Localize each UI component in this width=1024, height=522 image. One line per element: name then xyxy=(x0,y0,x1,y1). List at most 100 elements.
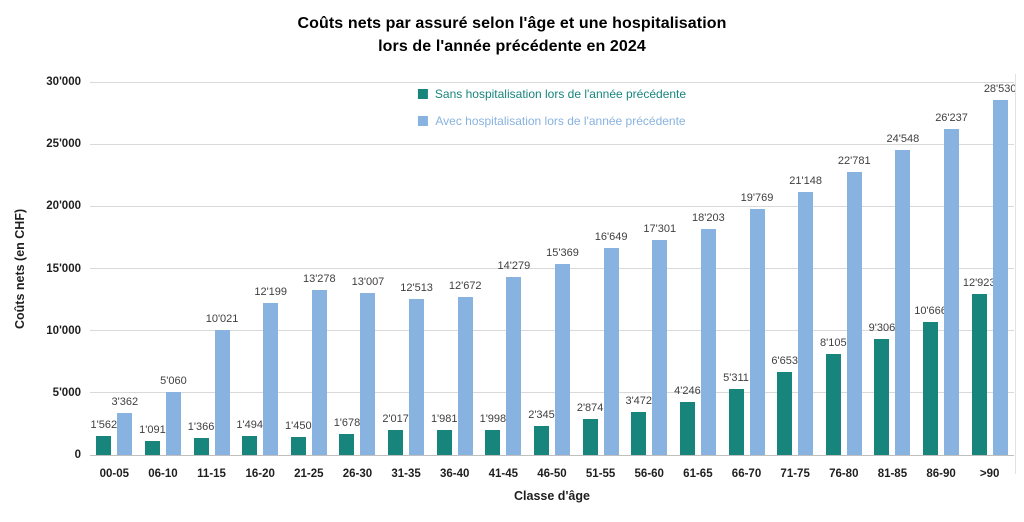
bar-value-label: 1'678 xyxy=(333,417,361,430)
bar-group: 2'345 15'369 46-50 xyxy=(528,82,579,480)
y-axis-tick-label: 10'000 xyxy=(46,324,81,337)
bar-value-label: 5'311 xyxy=(723,371,749,384)
x-axis-tick-label: 41-45 xyxy=(488,468,519,480)
bar-value-label: 22'781 xyxy=(837,154,871,167)
gridline xyxy=(90,143,1014,145)
bar-value-label: 1'494 xyxy=(236,419,263,432)
bar-avec xyxy=(360,293,376,455)
x-axis-tick-label: 00-05 xyxy=(99,468,130,480)
bar-sans xyxy=(923,322,939,455)
bar-group: 4'246 18'203 61-65 xyxy=(674,82,725,480)
bar-value-label: 1'562 xyxy=(90,418,118,431)
bar-value-label: 12'672 xyxy=(448,280,482,293)
bar-group: 8'105 22'781 76-80 xyxy=(819,82,871,480)
bar-value-label: 21'148 xyxy=(789,175,822,188)
bar-value-label: 28'530 xyxy=(983,83,1017,96)
bar-group: 1'981 12'672 36-40 xyxy=(430,82,482,480)
x-axis-tick-label: 46-50 xyxy=(537,468,567,480)
bar-group: 10'666 26'237 86-90 xyxy=(914,82,968,480)
x-axis-tick-label: 81-85 xyxy=(877,468,908,480)
x-axis-tick-label: 71-75 xyxy=(780,468,810,480)
bar-value-label: 9'306 xyxy=(868,322,896,335)
x-axis-tick-label: 36-40 xyxy=(440,468,470,480)
y-axis-tick-label: 25'000 xyxy=(46,138,81,151)
legend-label-sans: Sans hospitalisation lors de l'année pré… xyxy=(434,87,687,101)
bar-avec xyxy=(749,209,765,455)
bar-value-label: 12'513 xyxy=(400,282,433,295)
legend-swatch-sans-icon xyxy=(417,89,428,99)
bar-avec xyxy=(700,228,716,455)
bar-value-label: 10'021 xyxy=(205,313,239,326)
legend-item-sans: Sans hospitalisation lors de l'année pré… xyxy=(417,87,687,101)
bar-sans xyxy=(533,425,549,455)
x-axis-tick-label: 16-20 xyxy=(245,468,275,480)
bar-group: 1'562 3'362 00-05 xyxy=(90,82,139,480)
bar-avec xyxy=(895,149,911,455)
bar-sans xyxy=(582,419,598,455)
y-axis-tick-label: 30'000 xyxy=(46,76,81,88)
bar-avec xyxy=(214,330,230,455)
bar-value-label: 1'998 xyxy=(479,413,507,426)
bar-value-label: 4'246 xyxy=(674,385,701,398)
bar-avec xyxy=(944,128,960,455)
bar-avec xyxy=(263,303,279,455)
y-axis-tick-label: 0 xyxy=(74,449,81,461)
bar-sans xyxy=(339,434,355,455)
bar-sans xyxy=(971,294,987,455)
bar-group: 1'494 12'199 16-20 xyxy=(236,82,287,480)
x-axis-tick-label: 51-55 xyxy=(585,468,616,480)
bar-group: 12'923 28'530 >90 xyxy=(963,82,1017,480)
bar-value-label: 15'369 xyxy=(546,246,579,259)
bar-group: 6'653 21'148 71-75 xyxy=(771,82,822,480)
bar-value-label: 10'666 xyxy=(914,305,947,318)
x-axis-tick-label: >90 xyxy=(979,468,1000,480)
bar-avec xyxy=(457,297,473,455)
bar-sans xyxy=(144,441,160,455)
x-axis-tick-label: 26-30 xyxy=(342,468,373,480)
legend: Sans hospitalisation lors de l'année pré… xyxy=(417,87,687,128)
x-axis-tick-label: 31-35 xyxy=(391,468,421,480)
bar-value-label: 2'345 xyxy=(528,408,555,421)
y-axis-tick-label: 15'000 xyxy=(46,262,81,275)
bar-value-label: 24'548 xyxy=(886,132,920,145)
bar-sans xyxy=(485,430,501,455)
bar-avec xyxy=(311,289,327,455)
bar-value-label: 6'653 xyxy=(771,355,798,368)
chart-frame-edge xyxy=(1015,74,1016,474)
bar-value-label: 12'923 xyxy=(962,277,996,290)
bar-value-label: 3'362 xyxy=(111,396,139,409)
chart-title-line2: lors de l'année précédente en 2024 xyxy=(378,38,646,55)
bar-value-label: 5'060 xyxy=(160,375,187,388)
gridline xyxy=(90,392,1014,394)
y-axis-ticks: 0 5'000 10'000 15'000 20'000 25'000 30'000 xyxy=(0,76,81,461)
x-axis-tick-label: 21-25 xyxy=(294,468,324,480)
bar-group: 5'311 19'769 66-70 xyxy=(722,82,773,480)
bar-value-label: 19'769 xyxy=(740,192,774,205)
bar-value-label: 13'007 xyxy=(351,276,385,289)
bar-avec xyxy=(846,171,862,455)
bar-value-label: 12'199 xyxy=(254,286,288,299)
x-axis-tick-label: 66-70 xyxy=(731,468,762,480)
legend-swatch-avec-icon xyxy=(418,116,429,126)
x-axis-tick-label: 11-15 xyxy=(197,468,226,480)
x-axis-tick-label: 06-10 xyxy=(148,468,178,480)
bar-group: 9'306 24'548 81-85 xyxy=(868,82,920,480)
x-axis-tick-label: 56-60 xyxy=(634,468,664,480)
gridline xyxy=(90,330,1014,332)
y-axis-tick-label: 5'000 xyxy=(52,386,81,399)
bar-value-label: 13'278 xyxy=(302,272,336,285)
bar-avec xyxy=(165,392,181,455)
legend-label-avec: Avec hospitalisation lors de l'année pré… xyxy=(435,114,686,128)
bar-avec xyxy=(992,100,1008,455)
bar-avec xyxy=(603,248,619,455)
bar-value-label: 2'017 xyxy=(382,412,409,425)
bar-group: 2'874 16'649 51-55 xyxy=(576,82,628,480)
bar-sans xyxy=(631,411,647,455)
bar-sans xyxy=(728,388,744,455)
bar-sans xyxy=(193,438,209,455)
bar-group: 1'678 13'007 26-30 xyxy=(333,82,385,480)
bar-value-label: 8'105 xyxy=(820,337,847,350)
bar-avec xyxy=(117,413,133,455)
bar-group: 1'366 10'021 11-15 xyxy=(187,82,239,480)
gridline xyxy=(90,81,1014,83)
